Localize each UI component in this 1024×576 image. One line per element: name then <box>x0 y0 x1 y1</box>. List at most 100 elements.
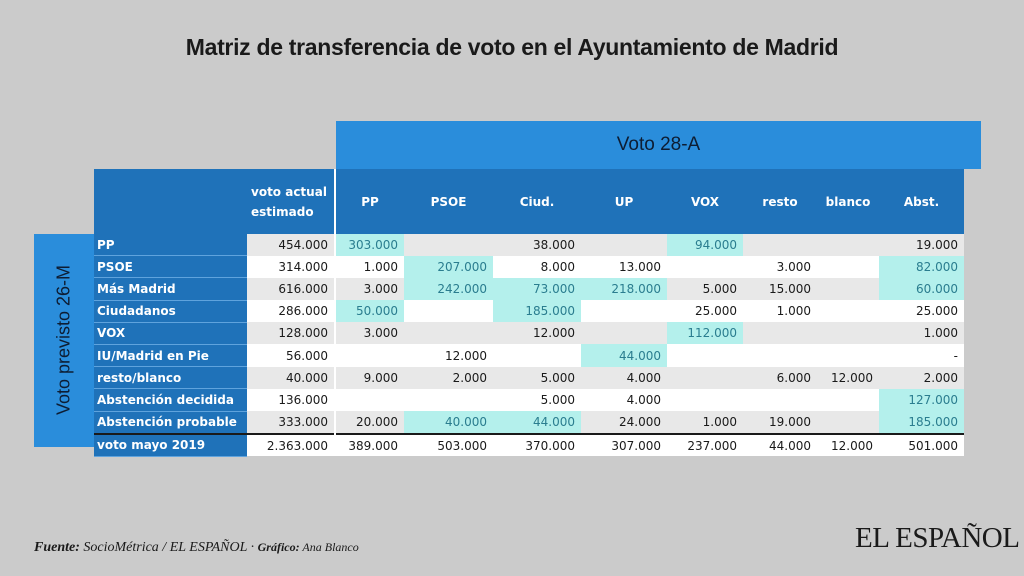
corner-cell <box>94 169 247 234</box>
column-header: resto <box>743 169 817 234</box>
value-cell: 38.000 <box>493 234 581 256</box>
value-cell: 1.000 <box>743 300 817 323</box>
value-cell <box>743 234 817 256</box>
estimate-cell: 333.000 <box>247 411 336 434</box>
value-cell: 503.000 <box>404 432 493 457</box>
transfer-matrix: voto actual estimado PP PSOE Ciud. UP VOX res… <box>94 169 964 457</box>
row-group-header: Voto previsto 26-M <box>34 234 94 447</box>
value-cell: 19.000 <box>743 411 817 434</box>
row-label: Ciudadanos <box>94 300 247 323</box>
value-cell: 4.000 <box>581 366 667 389</box>
row-label: IU/Madrid en Pie <box>94 344 247 368</box>
table-row: VOX 128.000 3.000 12.000 112.000 1.000 <box>94 322 964 345</box>
column-header: UP <box>581 169 667 234</box>
column-header: PSOE <box>404 169 493 234</box>
value-cell <box>493 344 581 367</box>
column-header: PP <box>335 169 404 234</box>
value-cell: 2.000 <box>879 366 964 389</box>
graphic-label: Gráfico: <box>257 540 300 554</box>
table-row: Abstención probable 333.000 20.000 40.000 44… <box>94 411 964 435</box>
el-espanol-logo: EL ESPAÑOL <box>855 522 1020 554</box>
value-cell: 218.000 <box>581 277 667 301</box>
value-cell: 73.000 <box>493 277 581 301</box>
estimate-cell: 136.000 <box>247 388 336 411</box>
value-cell <box>817 277 879 301</box>
row-label: VOX <box>94 322 247 345</box>
table-row: PSOE 314.000 1.000 207.000 8.000 13.000 3.000 8… <box>94 255 964 279</box>
row-label: voto mayo 2019 <box>94 432 247 457</box>
estimate-cell: 40.000 <box>247 366 336 389</box>
value-cell: 242.000 <box>404 277 493 301</box>
value-cell: 44.000 <box>581 344 667 367</box>
value-cell: 94.000 <box>667 234 743 256</box>
value-cell: 82.000 <box>879 255 964 278</box>
value-cell: 3.000 <box>335 277 404 301</box>
value-cell <box>667 366 743 389</box>
source-text: SocioMétrica / EL ESPAÑOL · <box>79 540 258 555</box>
value-cell <box>404 322 493 345</box>
value-cell <box>817 234 879 256</box>
value-cell: 237.000 <box>667 432 743 457</box>
value-cell: 9.000 <box>335 366 404 389</box>
value-cell: 24.000 <box>581 411 667 434</box>
value-cell: 501.000 <box>879 432 964 457</box>
value-cell: 3.000 <box>335 322 404 345</box>
value-cell <box>667 255 743 278</box>
value-cell <box>817 322 879 345</box>
value-cell <box>335 388 404 411</box>
estimate-cell: 2.363.000 <box>247 432 336 457</box>
chart-title: Matriz de transferencia de voto en el Ay… <box>185 34 839 60</box>
estimate-cell: 454.000 <box>247 234 336 256</box>
value-cell: 8.000 <box>493 255 581 278</box>
value-cell: 5.000 <box>493 388 581 411</box>
value-cell: 19.000 <box>879 234 964 256</box>
value-cell: 12.000 <box>493 322 581 345</box>
row-label: Abstención decidida <box>94 388 247 412</box>
estimate-cell: 128.000 <box>247 322 336 345</box>
column-header: VOX <box>667 169 743 234</box>
column-header: blanco <box>817 169 879 234</box>
table-row: IU/Madrid en Pie 56.000 12.000 44.000 - <box>94 344 964 368</box>
column-header: Abst. <box>879 169 964 234</box>
value-cell: 1.000 <box>667 411 743 434</box>
value-cell <box>817 411 879 434</box>
value-cell: 25.000 <box>667 300 743 323</box>
value-cell: 303.000 <box>335 234 404 256</box>
value-cell: 15.000 <box>743 277 817 301</box>
value-cell: 370.000 <box>493 432 581 457</box>
value-cell: 5.000 <box>667 277 743 301</box>
row-label: resto/blanco <box>94 366 247 390</box>
estimate-cell: 56.000 <box>247 344 336 367</box>
row-label: PSOE <box>94 255 247 279</box>
value-cell: 4.000 <box>581 388 667 411</box>
value-cell <box>404 388 493 411</box>
estimate-cell: 314.000 <box>247 255 336 278</box>
source-credit: Fuente: SocioMétrica / EL ESPAÑOL · Gráf… <box>34 540 359 556</box>
source-label: Fuente: <box>34 540 80 555</box>
value-cell <box>743 388 817 411</box>
estimate-cell: 616.000 <box>247 277 336 301</box>
value-cell <box>667 388 743 411</box>
value-cell: 50.000 <box>335 300 404 323</box>
matrix-body: PP 454.000 303.000 38.000 94.000 19.000 PSOE 31… <box>94 234 964 457</box>
value-cell <box>667 344 743 367</box>
value-cell: 60.000 <box>879 277 964 301</box>
value-cell <box>335 344 404 367</box>
value-cell: 389.000 <box>335 432 404 457</box>
row-label: PP <box>94 234 247 257</box>
value-cell: 5.000 <box>493 366 581 389</box>
value-cell: 207.000 <box>404 255 493 278</box>
value-cell <box>581 234 667 256</box>
graphic-author: Ana Blanco <box>299 540 359 554</box>
value-cell: 2.000 <box>404 366 493 389</box>
value-cell: 44.000 <box>493 411 581 434</box>
table-row: PP 454.000 303.000 38.000 94.000 19.000 <box>94 234 964 257</box>
value-cell <box>404 300 493 323</box>
value-cell: 12.000 <box>817 432 879 457</box>
header-row: voto actual estimado PP PSOE Ciud. UP VOX res… <box>94 169 964 234</box>
column-group-header: Voto 28-A <box>336 121 981 169</box>
value-cell: 127.000 <box>879 388 964 411</box>
value-cell: 12.000 <box>404 344 493 367</box>
row-label: Más Madrid <box>94 277 247 301</box>
value-cell: 112.000 <box>667 322 743 345</box>
